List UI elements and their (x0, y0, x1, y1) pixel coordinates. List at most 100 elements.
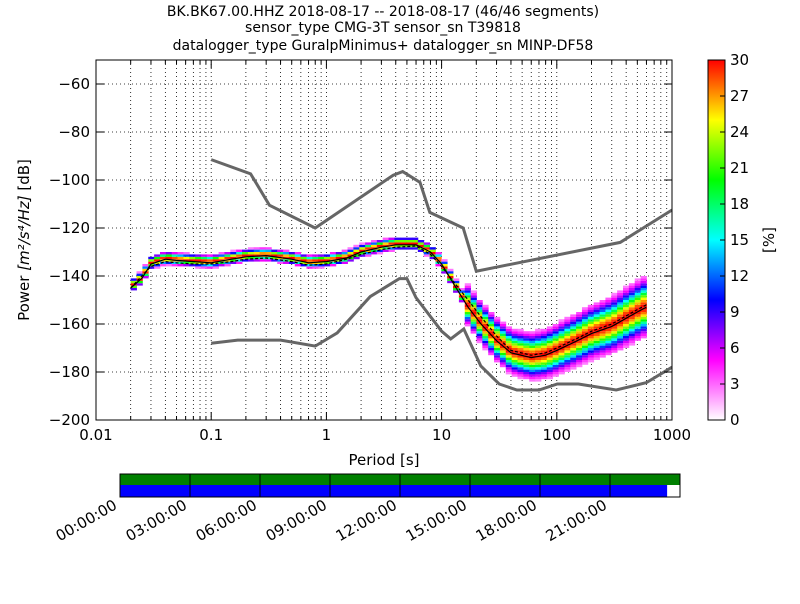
heatmap-cell (576, 321, 583, 324)
heatmap-cell (148, 264, 155, 267)
heatmap-cell (634, 319, 641, 322)
heatmap-cell (640, 295, 647, 298)
heatmap-cell (622, 288, 630, 291)
heatmap-cell (611, 345, 618, 348)
heatmap-cell (634, 326, 641, 329)
heatmap-cell (611, 309, 618, 312)
heatmap-cell (365, 247, 372, 250)
heatmap-cell (540, 350, 548, 353)
heatmap-cell (499, 352, 507, 356)
heatmap-cell (552, 336, 559, 339)
heatmap-cell (517, 343, 524, 346)
heatmap-cell (546, 367, 554, 370)
heatmap-cell (546, 350, 554, 353)
heatmap-cell (517, 367, 524, 370)
heatmap-cell (552, 374, 559, 377)
heatmap-cell (370, 252, 378, 255)
heatmap-cell (587, 352, 595, 356)
heatmap-cell (535, 379, 542, 382)
heatmap-cell (628, 302, 636, 305)
heatmap-cell (640, 278, 647, 281)
heatmap-cell (388, 247, 395, 250)
heatmap-cell (529, 336, 536, 339)
heatmap-cell (546, 376, 554, 380)
heatmap-cell (195, 266, 202, 269)
heatmap-cell (400, 242, 407, 245)
heatmap-cell (622, 304, 630, 308)
heatmap-cell (617, 314, 624, 317)
heatmap-cell (359, 254, 366, 257)
heatmap-cell (318, 264, 325, 267)
heatmap-cell (488, 343, 495, 346)
heatmap-cell (634, 312, 641, 315)
heatmap-cell (277, 254, 284, 257)
heatmap-cell (511, 328, 518, 332)
heatmap-cell (341, 259, 348, 262)
heatmap-cell (271, 249, 278, 252)
heatmap-cell (605, 321, 612, 324)
heatmap-cell (417, 244, 425, 248)
heatmap-cell (605, 348, 612, 351)
heatmap-cell (154, 264, 161, 267)
heatmap-cell (570, 355, 577, 358)
heatmap-cell (488, 338, 495, 341)
heatmap-cell (499, 362, 507, 365)
heatmap-cell (412, 242, 419, 245)
heatmap-cell (488, 345, 495, 348)
heatmap-cell (429, 256, 436, 260)
heatmap-cell (499, 357, 507, 360)
heatmap-cell (470, 302, 477, 305)
heatmap-cell (447, 280, 454, 284)
heatmap-cell (201, 256, 208, 260)
heatmap-cell (634, 297, 641, 300)
colorbar-tick-label: 24 (730, 123, 749, 141)
heatmap-cell (576, 328, 583, 332)
heatmap-cell (570, 333, 577, 336)
heatmap-cell (529, 379, 536, 382)
heatmap-cell (599, 316, 606, 320)
heatmap-cell (622, 292, 630, 296)
heatmap-cell (382, 249, 389, 252)
heatmap-cell (593, 302, 600, 305)
heatmap-cell (622, 345, 630, 348)
heatmap-cell (130, 278, 137, 281)
heatmap-cell (523, 348, 530, 351)
heatmap-cell (540, 367, 548, 370)
heatmap-cell (640, 288, 647, 291)
heatmap-cell (628, 324, 636, 327)
heatmap-cell (593, 321, 600, 324)
heatmap-cell (640, 314, 647, 317)
heatmap-cell (165, 256, 173, 260)
heatmap-cell (535, 348, 542, 351)
heatmap-cell (517, 348, 524, 351)
heatmap-cell (634, 316, 641, 320)
heatmap-cell (464, 295, 472, 298)
heatmap-cell (283, 261, 290, 264)
heatmap-cell (564, 352, 571, 356)
heatmap-cell (576, 340, 583, 344)
heatmap-cell (540, 343, 548, 346)
heatmap-cell (142, 276, 149, 279)
heatmap-cell (622, 328, 630, 332)
heatmap-cell (511, 374, 518, 377)
y-axis-label-prefix: Power (15, 271, 33, 321)
heatmap-cell (517, 372, 524, 375)
heatmap-cell (505, 355, 513, 358)
heatmap-cell (622, 302, 630, 305)
y-tick-label: −80 (58, 123, 90, 141)
heatmap-cell (593, 331, 600, 334)
heatmap-cell (523, 331, 530, 334)
heatmap-cell (605, 312, 612, 315)
heatmap-cell (470, 307, 477, 310)
heatmap-cell (488, 336, 495, 339)
heatmap-cell (599, 345, 606, 348)
heatmap-cell (277, 261, 284, 264)
heatmap-cell (640, 280, 647, 284)
model-curves (130, 158, 672, 392)
heatmap-cell (552, 345, 559, 348)
heatmap-cell (564, 333, 571, 336)
heatmap-cell (622, 295, 630, 298)
heatmap-cell (570, 319, 577, 322)
heatmap-cell (148, 256, 155, 260)
heatmap-cell (558, 350, 565, 353)
